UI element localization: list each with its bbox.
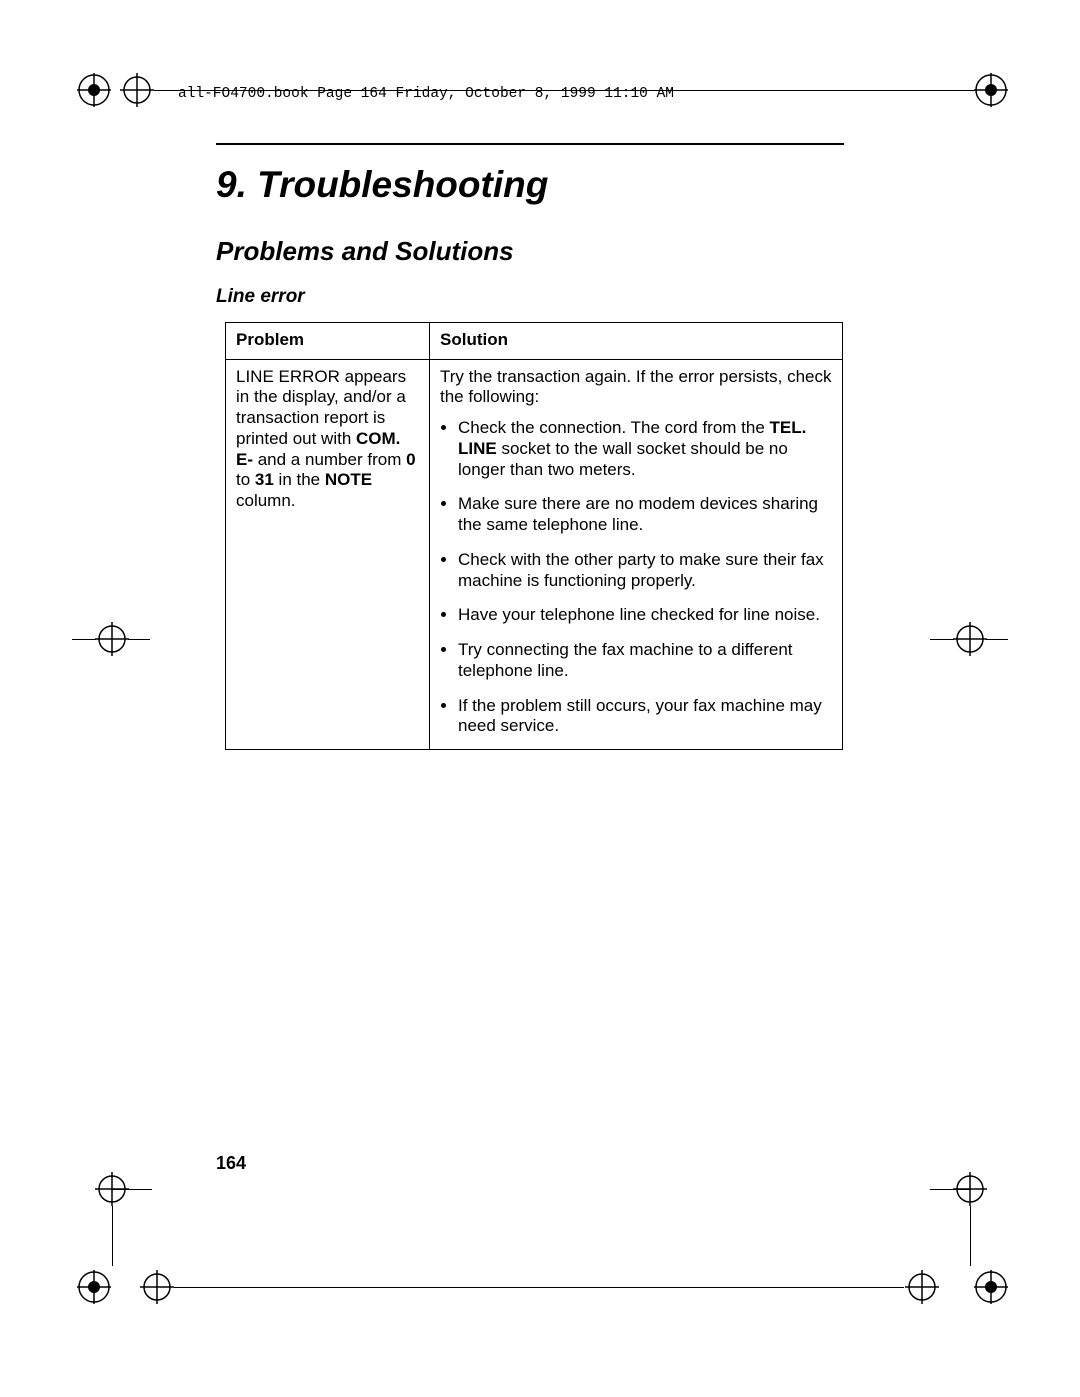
problem-cell: LINE ERROR appears in the display, and/o… xyxy=(226,359,430,749)
table-row: LINE ERROR appears in the display, and/o… xyxy=(226,359,843,749)
crop-line xyxy=(174,1287,904,1288)
registration-mark-icon xyxy=(905,1270,939,1304)
crop-line xyxy=(112,1189,152,1190)
solution-item: Try connecting the fax machine to a diff… xyxy=(458,640,832,681)
solution-list: Check the connection. The cord from the … xyxy=(440,418,832,737)
solution-item: Check with the other party to make sure … xyxy=(458,550,832,591)
registration-mark-icon xyxy=(95,622,129,656)
document-page: all-FO4700.book Page 164 Friday, October… xyxy=(0,0,1080,1397)
registration-mark-icon xyxy=(120,73,154,107)
subsection-title: Line error xyxy=(216,286,305,308)
crop-line xyxy=(970,1206,971,1266)
column-header-problem: Problem xyxy=(226,323,430,360)
registration-mark-icon xyxy=(77,73,111,107)
problem-text: LINE ERROR appears in the display, and/o… xyxy=(236,367,416,510)
solution-intro: Try the transaction again. If the error … xyxy=(440,367,831,407)
registration-mark-icon xyxy=(953,622,987,656)
page-number: 164 xyxy=(216,1153,246,1174)
registration-mark-icon xyxy=(77,1270,111,1304)
crop-line xyxy=(930,639,954,640)
solution-item: Check the connection. The cord from the … xyxy=(458,418,832,480)
registration-mark-icon xyxy=(140,1270,174,1304)
solution-item: If the problem still occurs, your fax ma… xyxy=(458,696,832,737)
crop-line xyxy=(72,639,96,640)
horizontal-rule xyxy=(216,143,844,145)
crop-line xyxy=(128,639,150,640)
print-header-text: all-FO4700.book Page 164 Friday, October… xyxy=(178,86,674,102)
crop-line xyxy=(930,1189,970,1190)
solution-cell: Try the transaction again. If the error … xyxy=(430,359,843,749)
crop-line xyxy=(986,639,1008,640)
troubleshooting-table: Problem Solution LINE ERROR appears in t… xyxy=(225,322,843,750)
column-header-solution: Solution xyxy=(430,323,843,360)
registration-mark-icon xyxy=(974,1270,1008,1304)
solution-item: Have your telephone line checked for lin… xyxy=(458,605,832,626)
solution-item: Make sure there are no modem devices sha… xyxy=(458,494,832,535)
registration-mark-icon xyxy=(974,73,1008,107)
section-title: Problems and Solutions xyxy=(216,236,514,267)
chapter-title: 9. Troubleshooting xyxy=(216,164,548,206)
table-header-row: Problem Solution xyxy=(226,323,843,360)
crop-line xyxy=(112,1206,113,1266)
